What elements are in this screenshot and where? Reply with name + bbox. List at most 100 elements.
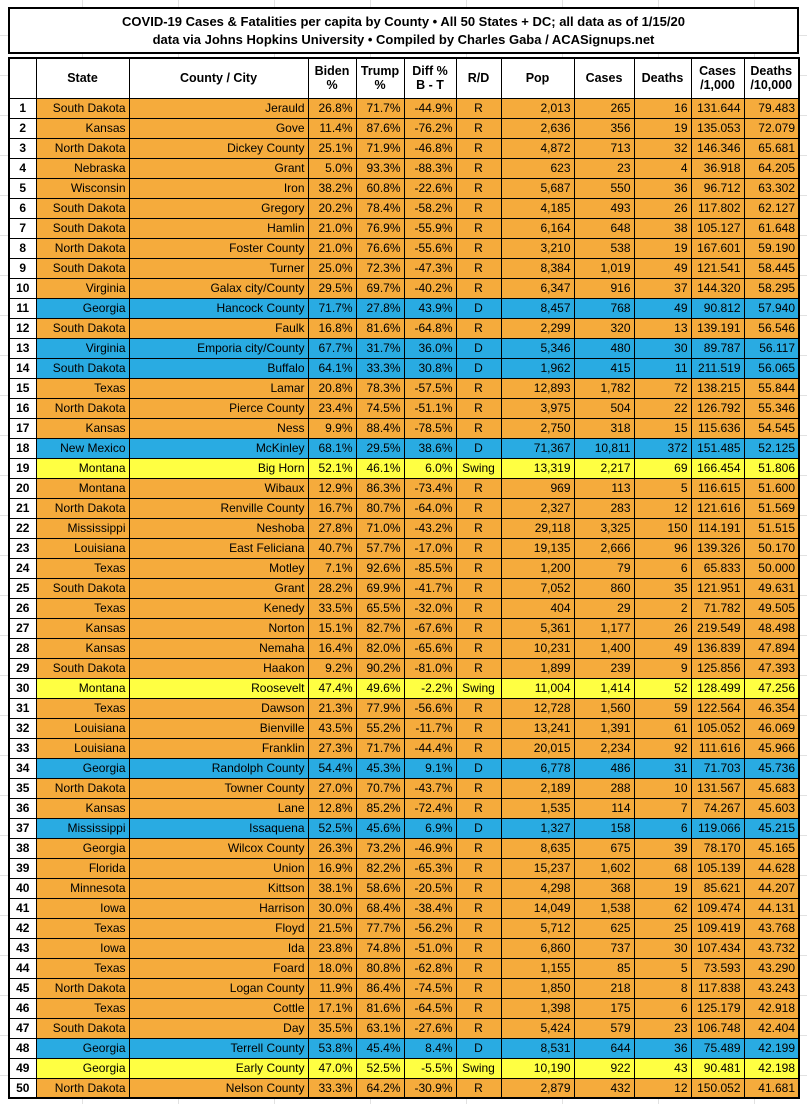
cell-diff-pct: -56.2%	[403, 917, 457, 939]
report-title-line2: data via Johns Hopkins University • Comp…	[152, 32, 655, 47]
table-row: 24 Texas Motley 7.1% 92.6% -85.5% R 1,200 79 6 65.…	[8, 557, 800, 579]
cell-rank: 16	[8, 397, 37, 419]
cell-pop: 12,893	[500, 377, 575, 399]
cell-deaths: 150	[633, 517, 692, 539]
table-row: 22 Mississippi Neshoba 27.8% 71.0% -43.2% R 29,…	[8, 517, 800, 539]
cell-cases: 1,560	[573, 697, 635, 719]
cell-trump-pct: 68.4%	[355, 897, 405, 919]
cell-deaths-per-10000: 58.445	[743, 257, 800, 279]
cell-rd: R	[455, 377, 502, 399]
cell-state: Texas	[35, 957, 130, 979]
table-row: 6 South Dakota Gregory 20.2% 78.4% -58.2% R 4,1…	[8, 197, 800, 219]
cell-state: Iowa	[35, 897, 130, 919]
cell-state: Georgia	[35, 1057, 130, 1079]
cell-rank: 5	[8, 177, 37, 199]
cell-trump-pct: 86.3%	[355, 477, 405, 499]
cell-biden-pct: 30.0%	[307, 897, 357, 919]
cell-rank: 10	[8, 277, 37, 299]
cell-diff-pct: -47.3%	[403, 257, 457, 279]
table-row: 12 South Dakota Faulk 16.8% 81.6% -64.8% R 2,29…	[8, 317, 800, 339]
cell-cases: 486	[573, 757, 635, 779]
cell-deaths: 11	[633, 357, 692, 379]
cell-county: Towner County	[128, 777, 309, 799]
cell-cases-per-1000: 119.066	[690, 817, 745, 839]
cell-deaths-per-10000: 50.000	[743, 557, 800, 579]
cell-county: Issaquena	[128, 817, 309, 839]
cell-trump-pct: 71.7%	[355, 97, 405, 119]
cell-deaths-per-10000: 45.165	[743, 837, 800, 859]
cell-state: Virginia	[35, 277, 130, 299]
cell-deaths: 49	[633, 257, 692, 279]
cell-cases-per-1000: 138.215	[690, 377, 745, 399]
cell-cases: 1,019	[573, 257, 635, 279]
table-row: 42 Texas Floyd 21.5% 77.7% -56.2% R 5,712 625 25 1…	[8, 917, 800, 939]
cell-deaths: 6	[633, 557, 692, 579]
cell-pop: 623	[500, 157, 575, 179]
cell-cases: 356	[573, 117, 635, 139]
cell-rd: R	[455, 657, 502, 679]
cell-deaths-per-10000: 47.894	[743, 637, 800, 659]
table-row: 45 North Dakota Logan County 11.9% 86.4% -74.…	[8, 977, 800, 999]
cell-deaths-per-10000: 56.117	[743, 337, 800, 359]
table-row: 31 Texas Dawson 21.3% 77.9% -56.6% R 12,728 1,56…	[8, 697, 800, 719]
cell-deaths: 19	[633, 877, 692, 899]
cell-county: Logan County	[128, 977, 309, 999]
cell-county: Buffalo	[128, 357, 309, 379]
county-data-table: State County / City Biden% Trump% Diff %…	[8, 57, 800, 1099]
cell-cases: 2,666	[573, 537, 635, 559]
cell-county: Motley	[128, 557, 309, 579]
cell-diff-pct: -58.2%	[403, 197, 457, 219]
cell-state: North Dakota	[35, 237, 130, 259]
cell-deaths: 12	[633, 497, 692, 519]
cell-rank: 3	[8, 137, 37, 159]
cell-pop: 14,049	[500, 897, 575, 919]
cell-cases: 480	[573, 337, 635, 359]
cell-biden-pct: 26.8%	[307, 97, 357, 119]
table-row: 11 Georgia Hancock County 71.7% 27.8% 43.9% D 8…	[8, 297, 800, 319]
table-row: 26 Texas Kenedy 33.5% 65.5% -32.0% R 404 29 2 71.7…	[8, 597, 800, 619]
cell-biden-pct: 47.0%	[307, 1057, 357, 1079]
cell-rank: 44	[8, 957, 37, 979]
cell-county: Franklin	[128, 737, 309, 759]
cell-rd: R	[455, 997, 502, 1019]
cell-rd: R	[455, 117, 502, 139]
cell-county: Ness	[128, 417, 309, 439]
cell-trump-pct: 77.7%	[355, 917, 405, 939]
cell-state: Georgia	[35, 757, 130, 779]
cell-deaths: 62	[633, 897, 692, 919]
cell-rd: R	[455, 717, 502, 739]
cell-pop: 2,327	[500, 497, 575, 519]
cell-rank: 37	[8, 817, 37, 839]
cell-biden-pct: 64.1%	[307, 357, 357, 379]
cell-diff-pct: -20.5%	[403, 877, 457, 899]
cell-rank: 24	[8, 557, 37, 579]
cell-biden-pct: 5.0%	[307, 157, 357, 179]
table-row: 18 New Mexico McKinley 68.1% 29.5% 38.6% D 71,3…	[8, 437, 800, 459]
table-row: 5 Wisconsin Iron 38.2% 60.8% -22.6% R 5,687 550 3…	[8, 177, 800, 199]
cell-biden-pct: 15.1%	[307, 617, 357, 639]
cell-rd: R	[455, 477, 502, 499]
cell-county: Ida	[128, 937, 309, 959]
cell-biden-pct: 71.7%	[307, 297, 357, 319]
cell-pop: 15,237	[500, 857, 575, 879]
cell-state: North Dakota	[35, 497, 130, 519]
cell-trump-pct: 78.4%	[355, 197, 405, 219]
cell-biden-pct: 23.8%	[307, 937, 357, 959]
cell-cases: 504	[573, 397, 635, 419]
cell-rd: R	[455, 837, 502, 859]
cell-rd: Swing	[455, 677, 502, 699]
cell-pop: 4,298	[500, 877, 575, 899]
cell-diff-pct: -44.4%	[403, 737, 457, 759]
cell-deaths-per-10000: 46.354	[743, 697, 800, 719]
cell-rank: 12	[8, 317, 37, 339]
cell-deaths: 7	[633, 797, 692, 819]
cell-rd: R	[455, 577, 502, 599]
cell-state: Texas	[35, 377, 130, 399]
cell-rank: 34	[8, 757, 37, 779]
cell-state: South Dakota	[35, 217, 130, 239]
cell-diff-pct: -17.0%	[403, 537, 457, 559]
cell-trump-pct: 52.5%	[355, 1057, 405, 1079]
cell-state: South Dakota	[35, 197, 130, 219]
cell-cases: 2,217	[573, 457, 635, 479]
cell-pop: 8,531	[500, 1037, 575, 1059]
